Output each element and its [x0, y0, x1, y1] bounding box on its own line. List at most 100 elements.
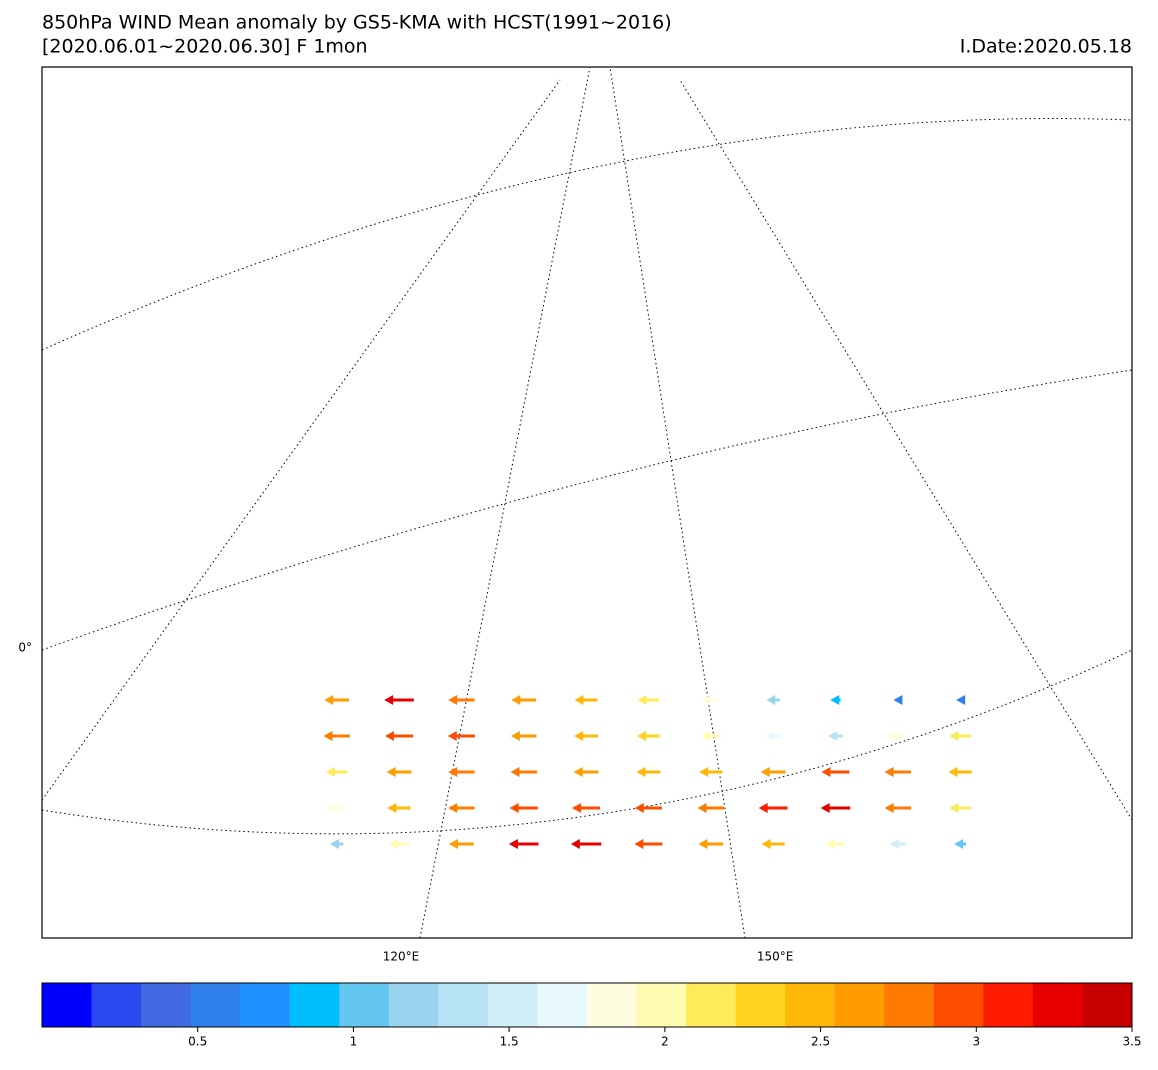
- arrow-head: [572, 803, 582, 813]
- arrow-head: [574, 731, 584, 741]
- wind-arrow: [389, 839, 409, 849]
- wind-arrow: [760, 767, 786, 777]
- wind-arrow: [764, 731, 782, 741]
- colorbar-tick-label: 1.5: [500, 1035, 519, 1049]
- parallel: [41, 369, 1133, 651]
- lon-label: 120°E: [383, 950, 420, 964]
- arrow-head: [637, 695, 647, 705]
- arrow-head: [830, 695, 840, 705]
- init-date: I.Date:2020.05.18: [960, 36, 1132, 58]
- colorbar-cell: [735, 983, 786, 1027]
- wind-arrow: [448, 695, 475, 705]
- arrow-head: [761, 839, 771, 849]
- wind-arrow: [448, 839, 474, 849]
- colorbar-cell: [636, 983, 687, 1027]
- arrow-head: [384, 695, 394, 705]
- wind-arrow: [329, 839, 344, 849]
- arrow-head: [634, 839, 644, 849]
- colorbar-cell: [190, 983, 241, 1027]
- arrow-head: [821, 767, 831, 777]
- arrow-head: [389, 839, 398, 849]
- arrow-head: [510, 767, 520, 777]
- arrow-head: [509, 803, 519, 813]
- wind-arrow: [573, 767, 599, 777]
- arrow-head: [510, 731, 520, 741]
- wind-arrow: [758, 803, 788, 813]
- arrow-head: [827, 731, 837, 741]
- wind-arrow: [636, 767, 661, 777]
- wind-arrow: [447, 731, 475, 741]
- wind-arrow: [323, 731, 350, 741]
- arrow-head: [699, 767, 709, 777]
- arrow-head: [636, 767, 646, 777]
- colorbar-tick-label: 2: [661, 1035, 669, 1049]
- arrow-head: [760, 767, 770, 777]
- arrow-head: [700, 731, 710, 741]
- colorbar-cell: [289, 983, 340, 1027]
- arrow-head: [386, 767, 396, 777]
- wind-arrow: [956, 695, 966, 705]
- wind-arrow: [701, 695, 720, 705]
- subtitle: [2020.06.01~2020.06.30] F 1mon: [42, 36, 368, 58]
- wind-arrow: [574, 731, 599, 741]
- wind-arrow: [327, 803, 346, 813]
- wind-arrow: [509, 803, 538, 813]
- arrow-head: [954, 839, 964, 849]
- arrow-head: [448, 695, 458, 705]
- colorbar-outline: [41, 982, 1133, 1028]
- arrow-head: [949, 803, 959, 813]
- arrow-head: [448, 767, 458, 777]
- wind-arrow: [700, 731, 721, 741]
- colorbar-tick-label: 2.5: [811, 1035, 830, 1049]
- colorbar-cell: [240, 983, 291, 1027]
- wind-arrow: [820, 803, 851, 813]
- colorbar-cell: [686, 983, 737, 1027]
- wind-arrow: [827, 731, 844, 741]
- arrow-head: [570, 839, 580, 849]
- wind-arrow: [448, 767, 475, 777]
- arrow-head: [764, 731, 774, 741]
- colorbar-cell: [339, 983, 390, 1027]
- arrow-head: [949, 731, 959, 741]
- wind-arrow: [511, 695, 537, 705]
- meridian: [679, 79, 1133, 821]
- colorbar-cell: [91, 983, 142, 1027]
- meridian: [419, 66, 591, 939]
- arrow-head: [888, 731, 898, 741]
- wind-arrow: [889, 839, 906, 849]
- colorbar-cell: [884, 983, 935, 1027]
- arrow-head: [697, 803, 707, 813]
- arrow-head: [573, 767, 583, 777]
- colorbar-cell: [388, 983, 439, 1027]
- wind-arrow: [574, 695, 598, 705]
- colorbar-tick-label: 3: [972, 1035, 980, 1049]
- colorbar-cell: [438, 983, 489, 1027]
- wind-arrow: [697, 803, 724, 813]
- wind-arrow: [510, 767, 537, 777]
- arrow-head: [884, 767, 894, 777]
- colorbar-cell: [785, 983, 836, 1027]
- parallel: [41, 118, 1133, 351]
- meridian: [41, 79, 561, 801]
- arrow-head: [698, 839, 708, 849]
- parallel: [41, 649, 1133, 835]
- map-frame: [41, 66, 1133, 939]
- arrow-head: [447, 731, 457, 741]
- wind-arrow: [324, 695, 350, 705]
- colorbar-tick-label: 3.5: [1122, 1035, 1141, 1049]
- colorbar-cell: [1032, 983, 1083, 1027]
- colorbar-cell: [42, 983, 93, 1027]
- arrow-head: [324, 695, 334, 705]
- title: 850hPa WIND Mean anomaly by GS5-KMA with…: [42, 12, 672, 34]
- lon-label: 150°E: [757, 950, 794, 964]
- wind-arrow: [949, 803, 971, 813]
- arrow-head: [448, 839, 458, 849]
- wind-arrow: [510, 731, 537, 741]
- wind-arrow: [830, 695, 841, 705]
- arrow-head: [766, 695, 776, 705]
- arrow-head: [956, 695, 966, 705]
- wind-arrow: [884, 767, 911, 777]
- arrow-head: [825, 839, 835, 849]
